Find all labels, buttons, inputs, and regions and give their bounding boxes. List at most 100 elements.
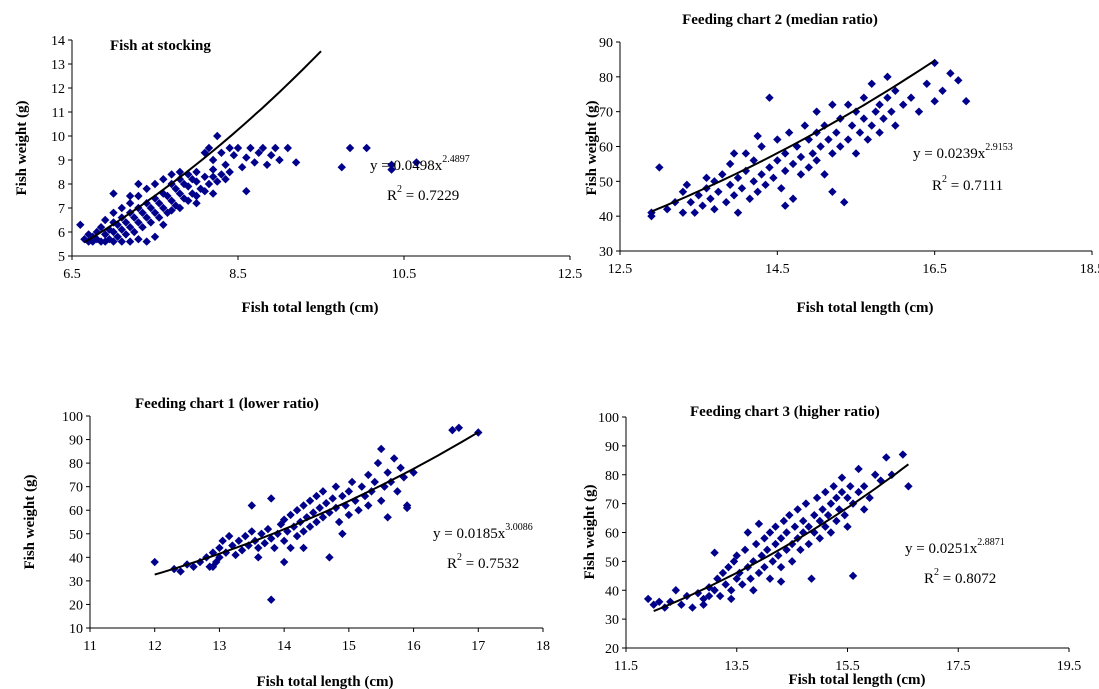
data-point (338, 529, 347, 538)
data-point (337, 163, 346, 172)
data-point (154, 213, 164, 222)
data-point (142, 213, 151, 222)
data-point (729, 557, 739, 566)
data-point (938, 86, 947, 95)
data-point (737, 184, 747, 193)
data-point (299, 543, 308, 553)
data-point (362, 143, 371, 153)
data-point (898, 450, 908, 459)
x-tick-label: 10.5 (392, 267, 417, 282)
data-point (167, 170, 176, 179)
data-point (733, 173, 743, 183)
y-axis-label: Fish weight (g) (14, 101, 30, 196)
data-point (184, 182, 193, 191)
data-point (754, 519, 764, 529)
data-point (92, 227, 102, 237)
data-point (776, 534, 786, 543)
data-point (159, 203, 168, 213)
data-point (263, 524, 273, 534)
y-axis-label: Fish weight (g) (22, 475, 38, 570)
data-point (134, 191, 143, 201)
data-point (192, 199, 201, 208)
data-point (175, 175, 185, 184)
data-point (260, 539, 269, 548)
data-point (448, 425, 457, 435)
y-tick-label: 20 (605, 642, 619, 657)
data-point (283, 143, 292, 153)
data-point (101, 230, 110, 239)
data-point (930, 58, 939, 68)
data-point (279, 515, 289, 524)
data-point (741, 166, 751, 176)
y-tick-label: 80 (69, 457, 83, 472)
data-point (299, 501, 308, 510)
data-point (922, 79, 931, 88)
trend-equation: y = 0.0498x2.4897 (370, 154, 470, 174)
data-point (666, 597, 675, 606)
data-point (743, 528, 753, 537)
data-point (167, 196, 176, 205)
data-point (788, 194, 798, 203)
data-point (370, 477, 379, 487)
data-point (389, 454, 399, 463)
data-point (154, 199, 164, 208)
data-point (208, 548, 218, 557)
data-point (150, 232, 160, 241)
data-point (402, 501, 412, 510)
data-point (741, 149, 751, 158)
x-tick-label: 8.5 (229, 267, 247, 282)
data-point (821, 522, 830, 531)
data-point (192, 167, 201, 177)
data-point (364, 501, 373, 510)
data-point (138, 223, 147, 232)
data-point (101, 215, 110, 225)
data-point (823, 510, 833, 520)
data-point (773, 156, 782, 165)
trendline (653, 463, 909, 613)
x-tick-label: 14.5 (765, 262, 790, 277)
data-point (690, 208, 699, 217)
data-point (229, 151, 239, 160)
data-point (804, 522, 813, 531)
data-point (859, 93, 869, 102)
data-point (812, 107, 821, 116)
data-point (218, 536, 227, 546)
data-point (879, 114, 888, 123)
data-point (757, 551, 766, 560)
data-point (863, 135, 872, 144)
trendline (154, 431, 479, 576)
data-point (804, 163, 813, 172)
data-point (163, 191, 172, 201)
data-point (859, 114, 869, 123)
data-point (745, 194, 754, 203)
data-point (267, 151, 276, 160)
data-point (208, 189, 218, 198)
y-tick-label: 30 (69, 575, 83, 590)
y-tick-label: 14 (51, 34, 65, 49)
data-point (109, 237, 118, 246)
data-point (267, 595, 276, 604)
data-point (807, 574, 816, 583)
data-point (655, 597, 664, 606)
data-point (810, 510, 819, 520)
data-point (796, 170, 806, 179)
data-point (121, 218, 131, 227)
data-point (150, 557, 159, 567)
data-point (204, 143, 214, 153)
data-point (257, 529, 266, 538)
data-point (706, 194, 715, 203)
data-point (854, 464, 863, 474)
x-axis-label: Fish total length (cm) (796, 300, 933, 316)
data-point (721, 580, 730, 589)
data-point (289, 522, 299, 531)
data-point (364, 470, 373, 480)
data-point (286, 543, 295, 553)
data-point (854, 487, 863, 497)
x-tick-label: 17.5 (946, 659, 971, 674)
trend-equation: y = 0.0185x3.0086 (433, 522, 533, 542)
data-point (159, 175, 168, 184)
data-point (840, 510, 849, 520)
data-point (859, 482, 869, 491)
data-point (753, 187, 762, 196)
y-tick-label: 20 (69, 598, 83, 613)
